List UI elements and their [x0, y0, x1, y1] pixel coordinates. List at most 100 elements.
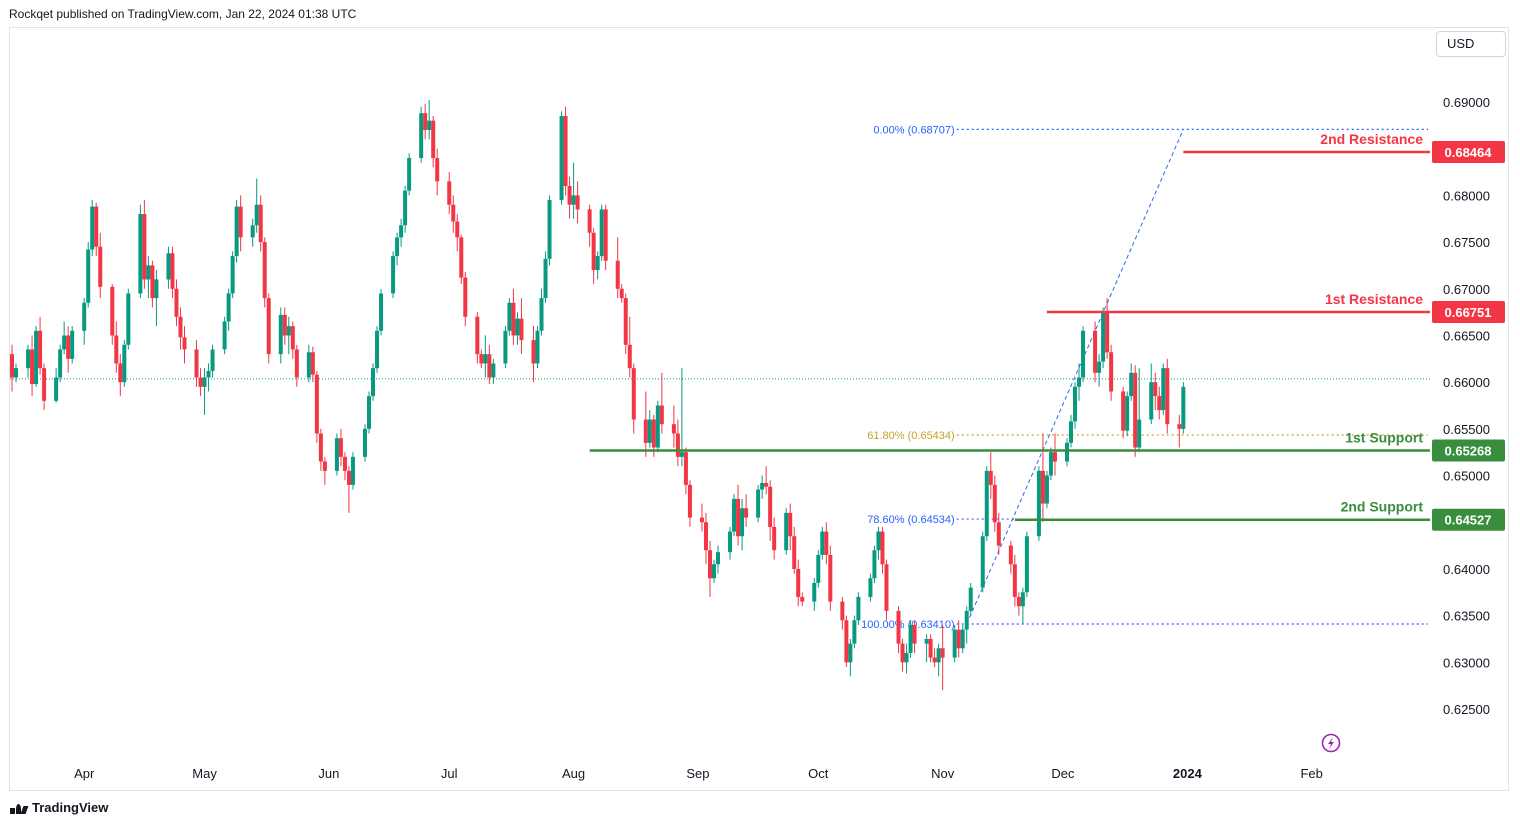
- candle-body: [427, 120, 432, 131]
- candle: [699, 503, 704, 532]
- candle-body: [1069, 421, 1074, 443]
- candle-body: [318, 433, 323, 462]
- candle-body: [511, 302, 516, 336]
- candle-body: [687, 484, 692, 518]
- candle-body: [34, 330, 39, 385]
- candle-body: [904, 652, 909, 663]
- candle: [980, 531, 985, 593]
- candle-body: [170, 253, 175, 289]
- candle: [170, 246, 175, 299]
- candle: [655, 400, 660, 453]
- candle: [631, 363, 636, 434]
- candle: [423, 103, 428, 140]
- candle-body: [1008, 545, 1013, 565]
- candle-body: [675, 433, 680, 457]
- candle: [118, 354, 123, 397]
- candle: [623, 293, 628, 355]
- candle: [876, 526, 881, 560]
- candle-body: [571, 195, 576, 205]
- candle-body: [575, 195, 580, 210]
- candle-body: [595, 256, 600, 271]
- candle: [234, 200, 239, 263]
- candle-body: [1044, 475, 1049, 504]
- level-name: 1st Support: [1345, 430, 1423, 446]
- candle: [531, 326, 536, 383]
- price-tick-label: 0.69000: [1443, 95, 1490, 110]
- price-tick-label: 0.63500: [1443, 609, 1490, 624]
- candle-body: [856, 596, 861, 621]
- candle: [675, 419, 680, 467]
- candle-body: [928, 638, 933, 658]
- candle-body: [30, 349, 35, 385]
- candle: [178, 307, 183, 350]
- candle: [952, 624, 957, 663]
- candle-body: [250, 225, 255, 238]
- candle-body: [182, 337, 187, 350]
- candle-body: [395, 237, 400, 257]
- candle: [363, 424, 368, 462]
- candle: [1157, 386, 1162, 420]
- candle-body: [314, 374, 319, 434]
- candle-body: [539, 298, 544, 331]
- candle-body: [1181, 386, 1186, 429]
- candle: [150, 260, 155, 308]
- candle: [294, 344, 299, 387]
- candle: [1129, 363, 1134, 401]
- candle: [764, 466, 769, 495]
- candle: [800, 592, 805, 607]
- price-tick-label: 0.65500: [1443, 422, 1490, 437]
- candle-body: [1040, 470, 1045, 504]
- candle-body: [294, 349, 299, 378]
- candle-body: [519, 318, 524, 341]
- candle: [346, 466, 351, 513]
- fib-level-label: 0.00% (0.68707): [873, 124, 954, 136]
- candle-body: [1073, 386, 1078, 422]
- candle: [507, 298, 512, 336]
- candle-body: [768, 486, 773, 527]
- fibonacci-retracement[interactable]: 0.00% (0.68707) 61.80% (0.65434) 78.60% (0…: [861, 124, 1428, 631]
- candle: [784, 508, 789, 555]
- candle-body: [587, 209, 592, 233]
- candle: [314, 370, 319, 443]
- candle-body: [820, 531, 825, 555]
- candle: [511, 288, 516, 345]
- candle-body: [936, 648, 941, 663]
- candle: [575, 181, 580, 224]
- candle: [671, 405, 676, 448]
- candle: [547, 195, 552, 266]
- candle: [732, 494, 737, 537]
- candle: [431, 116, 436, 168]
- candle-body: [455, 221, 460, 238]
- candle: [86, 242, 91, 308]
- candle: [1081, 326, 1086, 383]
- candle-body: [1093, 330, 1098, 373]
- tradingview-brand[interactable]: TradingView: [10, 800, 108, 815]
- candle-body: [1016, 596, 1021, 607]
- candle-body: [403, 190, 408, 226]
- candle: [868, 573, 873, 602]
- price-axis[interactable]: 0.69000 0.68000 0.67500 0.67000 0.66500 0.660…: [1432, 95, 1505, 717]
- candle-body: [651, 419, 656, 448]
- candle: [587, 204, 592, 247]
- candle-body: [178, 316, 183, 338]
- candle-body: [62, 335, 67, 350]
- support-resistance-levels[interactable]: 2nd Resistance 1st Resistance 1st Support 2…: [589, 131, 1430, 521]
- time-axis[interactable]: Apr May Jun Jul Aug Sep Oct Nov Dec 2024 Feb: [74, 766, 1323, 781]
- candle-body: [531, 340, 536, 364]
- candle: [1048, 447, 1053, 481]
- candle-body: [503, 330, 508, 364]
- candle: [840, 596, 845, 630]
- candle-body: [1125, 396, 1130, 431]
- candle-body: [282, 314, 287, 336]
- candle: [936, 643, 941, 677]
- currency-selector[interactable]: USD: [1436, 31, 1506, 57]
- candle: [543, 251, 548, 303]
- candle-body: [350, 456, 355, 485]
- candle: [322, 456, 327, 485]
- candle-body: [222, 321, 227, 350]
- candle: [282, 307, 287, 345]
- candle-body: [254, 204, 259, 226]
- candle-body: [824, 531, 829, 555]
- candle-body: [1149, 382, 1154, 420]
